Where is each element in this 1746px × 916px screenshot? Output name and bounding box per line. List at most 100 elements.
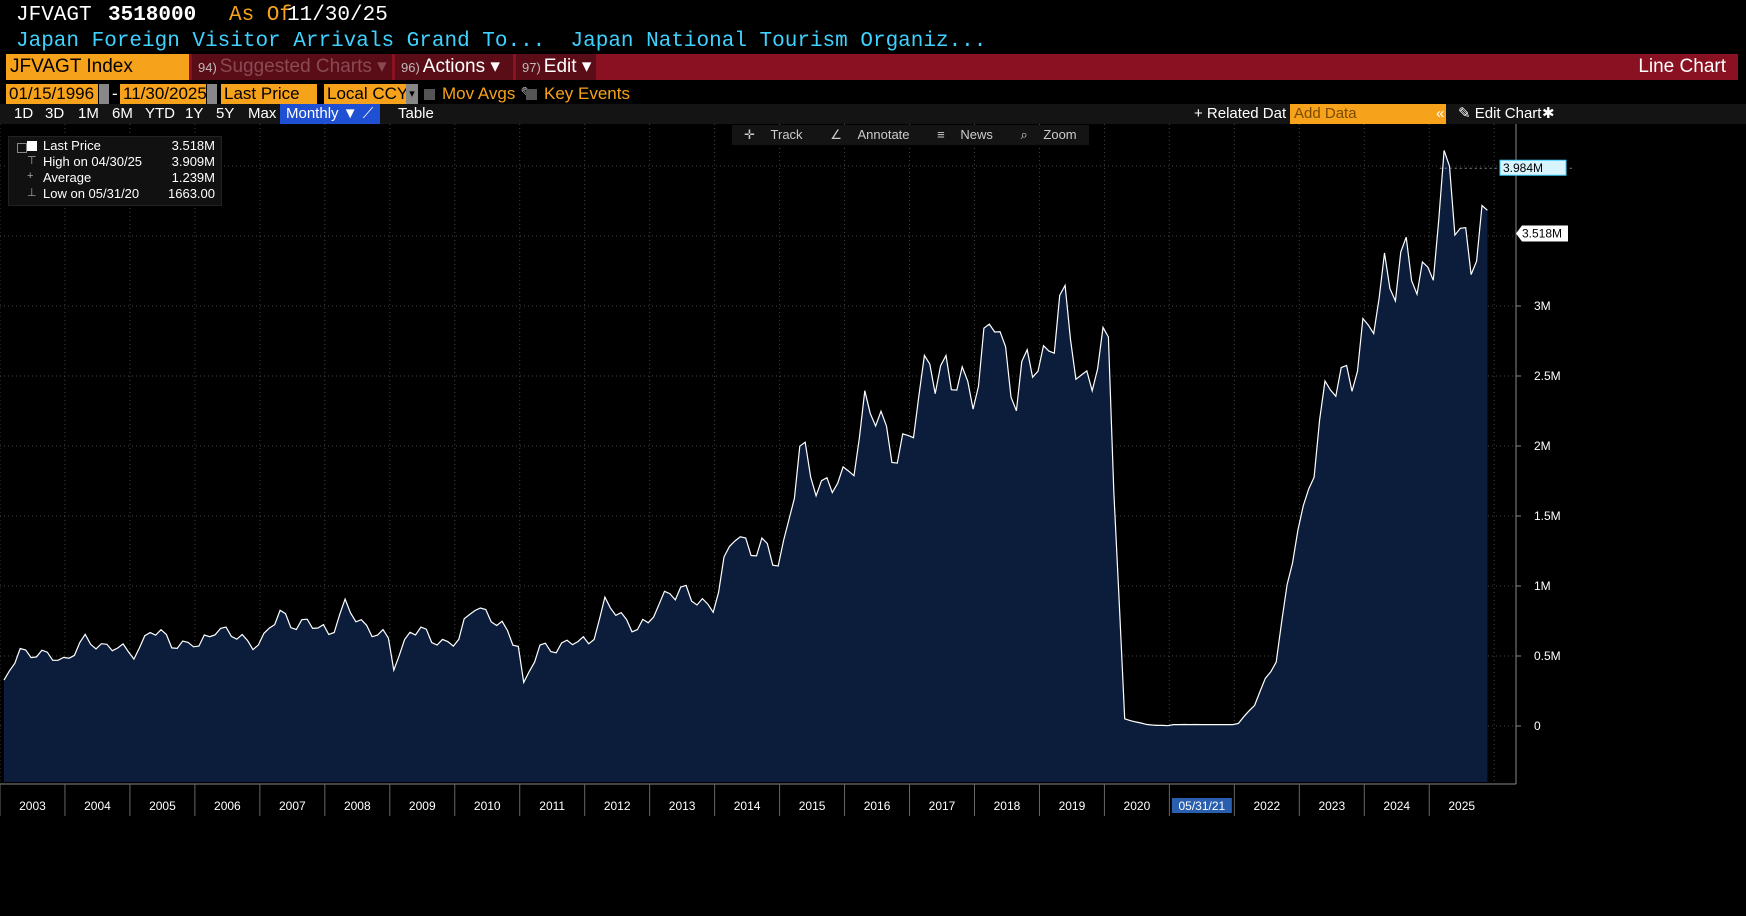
x-tick-label: 2025 <box>1448 799 1475 813</box>
x-tick-label: 2010 <box>474 799 501 813</box>
period-1y[interactable]: 1Y <box>185 105 204 122</box>
y-tick-label: 3M <box>1534 299 1551 313</box>
series-swatch <box>27 141 37 151</box>
mov-avgs-label: Mov Avgs <box>442 84 516 103</box>
line-chart[interactable]: 0 0.5M 1M 1.5M 2M 2.5M 3M 2003 2004 2005 2006 2007 2… <box>0 124 1746 916</box>
pencil-icon: ∠ <box>830 127 842 142</box>
start-date-input[interactable]: 01/15/1996 <box>6 84 98 104</box>
y-tick-label: 0.5M <box>1534 649 1561 663</box>
series-description: Japan Foreign Visitor Arrivals Grand To.… <box>16 30 546 53</box>
field-select[interactable]: Last Price <box>221 84 317 104</box>
x-tick-label: 2013 <box>669 799 696 813</box>
chevron-down-icon: ▾ <box>581 56 592 77</box>
news-tool[interactable]: ≡ News <box>925 125 1005 145</box>
frequency-label: Monthly <box>286 105 339 122</box>
legend-low-value: 1663.00 <box>168 186 215 201</box>
chevron-down-icon[interactable]: ▾ <box>406 84 418 104</box>
ticker-symbol: JFVAGT <box>16 4 92 27</box>
edit-chart-label: Edit Chart <box>1474 105 1542 122</box>
chart-style-button[interactable]: ⟋ <box>356 104 380 124</box>
checkbox-icon <box>424 89 435 100</box>
edit-button[interactable]: 97) Edit ▾ <box>516 54 596 80</box>
key-events-label: Key Events <box>544 84 630 103</box>
x-tick-label: 2006 <box>214 799 241 813</box>
key-events-toggle[interactable]: Key Events <box>526 84 630 104</box>
actions-button[interactable]: 96) Actions ▾ <box>395 54 513 80</box>
x-tick-label: 2005 <box>149 799 176 813</box>
x-tick-label: 2012 <box>604 799 631 813</box>
legend-high-label: High on 04/30/25 <box>43 154 143 169</box>
add-data-input[interactable]: Add Data <box>1290 104 1446 124</box>
security-input[interactable]: JFVAGT Index <box>6 54 189 80</box>
x-tick-label: 2018 <box>994 799 1021 813</box>
y-tick-label: 2.5M <box>1534 369 1561 383</box>
as-of-date: 11/30/25 <box>287 4 388 27</box>
line-chart-icon: ⟋ <box>362 105 374 122</box>
suggested-charts-button[interactable]: 94) Suggested Charts ▾ <box>192 54 392 80</box>
as-of-label: As Of <box>229 4 293 27</box>
average-marker-icon: + <box>27 170 34 182</box>
x-tick-label: 2008 <box>344 799 371 813</box>
zoom-label: Zoom <box>1043 127 1077 142</box>
checkbox-icon <box>526 89 537 100</box>
x-tick-label: 2024 <box>1383 799 1410 813</box>
y-tick-label: 0 <box>1534 719 1541 733</box>
track-tool[interactable]: ✛ Track <box>732 125 815 145</box>
x-tick-label: 2011 <box>539 799 565 813</box>
collapse-icon[interactable] <box>17 143 27 153</box>
chart-legend: Last Price 3.518M ⊤ High on 04/30/25 3.9… <box>8 136 222 206</box>
frequency-select[interactable]: Monthly ▼ <box>280 104 364 124</box>
gear-icon[interactable]: ✱ <box>1542 105 1555 122</box>
legend-avg-value: 1.239M <box>171 170 215 185</box>
currency-select[interactable]: Local CCY <box>324 84 408 104</box>
x-tick-label: 2007 <box>279 799 306 813</box>
period-6m[interactable]: 6M <box>112 105 133 122</box>
high-marker-icon: ⊤ <box>27 155 37 167</box>
collapse-icon[interactable]: « <box>1436 105 1445 122</box>
last-value: 3518000 <box>108 4 197 27</box>
suggested-charts-label: Suggested Charts <box>219 56 372 77</box>
actions-label: Actions <box>422 56 486 77</box>
series-source: Japan National Tourism Organiz... <box>570 30 987 53</box>
chevron-down-icon: ▾ <box>490 56 500 77</box>
main-toolbar: JFVAGT Index 94) Suggested Charts ▾ 96) Ac… <box>6 54 1738 80</box>
legend-last-value: 3.518M <box>171 138 215 153</box>
triangle-down-icon: ▼ <box>342 105 358 122</box>
news-label: News <box>960 127 993 142</box>
end-date-input[interactable]: 11/30/2025 <box>120 84 207 104</box>
suggested-charts-number: 94) <box>198 60 217 75</box>
legend-low-label: Low on 05/31/20 <box>43 186 140 201</box>
actions-number: 96) <box>401 60 420 75</box>
zoom-tool[interactable]: ⌕ Zoom <box>1009 125 1089 145</box>
period-5y[interactable]: 5Y <box>216 105 235 122</box>
period-1m[interactable]: 1M <box>78 105 99 122</box>
description-line: Japan Foreign Visitor Arrivals Grand To.… <box>16 30 986 53</box>
series-line <box>3 150 1488 727</box>
annotate-tool[interactable]: ∠ Annotate <box>818 125 921 145</box>
mov-avgs-toggle[interactable]: Mov Avgs ✎ <box>424 84 534 104</box>
legend-last-label: Last Price <box>43 138 101 153</box>
chart-type-label: Line Chart <box>1638 56 1726 77</box>
magnifier-icon: ⌕ <box>1020 127 1028 142</box>
low-marker-icon: ⊥ <box>27 187 37 199</box>
related-data-button[interactable]: + Related Dat <box>1194 105 1287 122</box>
edit-chart-button[interactable]: ✎ Edit Chart <box>1458 104 1541 124</box>
edit-number: 97) <box>522 60 541 75</box>
x-tick-label: 2019 <box>1059 799 1086 813</box>
table-button[interactable]: Table <box>398 105 434 122</box>
x-tick-label: 2016 <box>864 799 891 813</box>
period-max[interactable]: Max <box>248 105 277 122</box>
period-ytd[interactable]: YTD <box>145 105 175 122</box>
calendar-icon[interactable] <box>207 84 217 104</box>
period-3d[interactable]: 3D <box>45 105 65 122</box>
chevron-down-icon: ▾ <box>377 56 387 77</box>
crosshair-icon: ✛ <box>744 127 755 142</box>
period-1d[interactable]: 1D <box>14 105 34 122</box>
pencil-icon: ✎ <box>1458 105 1471 122</box>
news-icon: ≡ <box>937 127 945 142</box>
chart-tools: ✛ Track ∠ Annotate ≡ News ⌕ Zoom <box>732 125 1089 145</box>
x-tick-label: 2020 <box>1124 799 1151 813</box>
y-tick-label: 1.5M <box>1534 509 1561 523</box>
x-tick-label: 2003 <box>19 799 46 813</box>
calendar-icon[interactable] <box>99 84 109 104</box>
